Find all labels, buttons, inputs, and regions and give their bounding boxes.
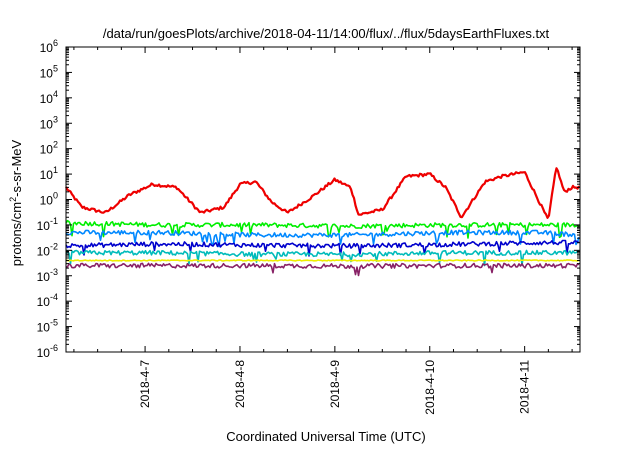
plot-frame <box>65 46 581 353</box>
x-tick-label: 2018-4-7 <box>138 360 152 408</box>
y-axis-label: protons/cm2-s-sr-MeV <box>8 139 24 266</box>
y-tick-label: 10-3 <box>37 267 58 284</box>
series-line-6 <box>65 259 580 262</box>
y-tick-label: 10-1 <box>37 216 58 233</box>
y-axis-label-prefix: protons/cm <box>9 202 24 266</box>
y-tick-label: 105 <box>40 63 58 80</box>
x-tick-label: 2018-4-10 <box>423 360 437 415</box>
y-tick-label: 102 <box>40 140 58 157</box>
y-tick-label: 10-4 <box>37 292 58 309</box>
series-line-4 <box>65 239 580 257</box>
x-tick-label: 2018-4-11 <box>518 360 532 414</box>
series-line-7 <box>65 262 580 277</box>
chart-title: /data/run/goesPlots/archive/2018-04-11/1… <box>103 26 550 41</box>
series-line-1 <box>65 167 580 219</box>
y-tick-label: 10-6 <box>37 343 58 360</box>
y-axis-label-suffix: -s-sr-MeV <box>9 139 24 196</box>
y-tick-label: 101 <box>40 165 58 182</box>
y-tick-label: 10-2 <box>37 241 58 258</box>
x-tick-label: 2018-4-8 <box>233 360 247 408</box>
series-line-3 <box>65 229 580 248</box>
y-tick-label: 100 <box>40 191 58 208</box>
series-line-2 <box>65 219 580 239</box>
y-tick-label: 104 <box>40 89 58 106</box>
x-tick-label: 2018-4-9 <box>328 360 342 408</box>
svg-text:protons/cm2-s-sr-MeV: protons/cm2-s-sr-MeV <box>8 139 24 266</box>
y-axis-label-sup: 2 <box>8 197 18 202</box>
series-layer <box>65 167 580 277</box>
y-tick-label: 106 <box>40 38 58 55</box>
y-tick-label: 103 <box>40 114 58 131</box>
series-line-5 <box>65 249 580 267</box>
x-axis-label: Coordinated Universal Time (UTC) <box>226 429 425 444</box>
y-tick-label: 10-5 <box>37 318 58 335</box>
axes-layer: 10-6 10-5 10-4 10-3 10-2 10-1 100 101 102 103 104 1… <box>37 38 581 415</box>
